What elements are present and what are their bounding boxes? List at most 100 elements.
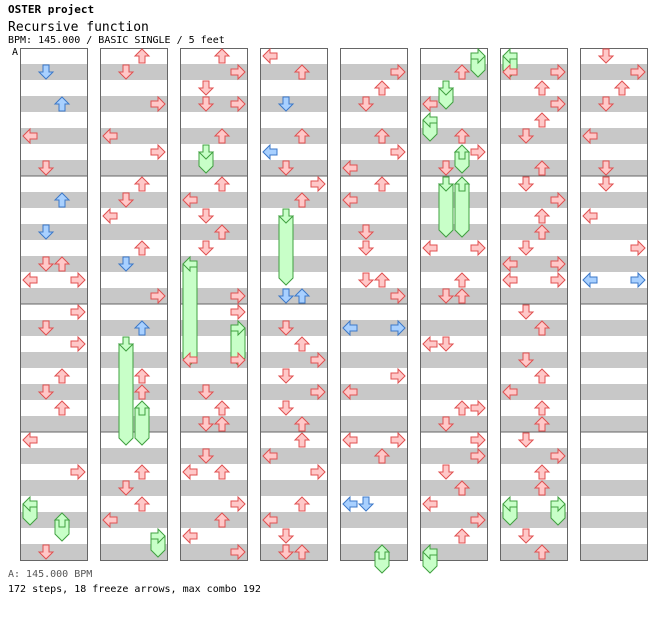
- step-arrow-up: [453, 176, 471, 192]
- step-arrow-down: [277, 208, 295, 224]
- step-arrow-up: [533, 368, 551, 384]
- step-arrow-up: [293, 416, 311, 432]
- project-name: OSTER project: [8, 3, 95, 16]
- beat-band: [180, 512, 248, 528]
- step-arrow-up: [53, 368, 71, 384]
- step-arrow-up: [453, 128, 471, 144]
- step-arrow-left: [502, 271, 518, 289]
- step-arrow-left: [582, 207, 598, 225]
- step-arrow-right: [550, 495, 566, 513]
- step-arrow-up: [533, 480, 551, 496]
- step-arrow-up: [533, 160, 551, 176]
- beat-band: [500, 256, 568, 272]
- step-arrow-up: [213, 464, 231, 480]
- beat-band: [340, 192, 408, 208]
- step-arrow-down: [437, 80, 455, 96]
- beat-band: [340, 352, 408, 368]
- beat-band: [580, 96, 648, 112]
- beat-band: [180, 192, 248, 208]
- step-arrow-right: [390, 367, 406, 385]
- step-arrow-left: [502, 63, 518, 81]
- beat-band: [340, 64, 408, 80]
- step-arrow-left: [22, 127, 38, 145]
- beat-band: [580, 512, 648, 528]
- step-arrow-down: [357, 272, 375, 288]
- beat-band: [260, 320, 328, 336]
- chart-stats: 172 steps, 18 freeze arrows, max combo 1…: [8, 584, 261, 595]
- step-arrow-right: [310, 383, 326, 401]
- beat-band: [100, 96, 168, 112]
- beat-band: [260, 288, 328, 304]
- step-arrow-up: [293, 544, 311, 560]
- step-arrow-left: [22, 271, 38, 289]
- beat-band: [340, 320, 408, 336]
- step-arrow-left: [262, 143, 278, 161]
- step-arrow-left: [182, 463, 198, 481]
- step-arrow-up: [133, 464, 151, 480]
- measure-column: [340, 48, 408, 561]
- beat-band: [420, 288, 488, 304]
- beat-band: [260, 416, 328, 432]
- step-arrow-left: [422, 239, 438, 257]
- beat-band: [340, 416, 408, 432]
- step-arrow-up: [293, 432, 311, 448]
- beat-band: [500, 192, 568, 208]
- step-arrow-left: [582, 127, 598, 145]
- step-arrow-up: [133, 400, 151, 416]
- beat-band: [100, 352, 168, 368]
- beat-band: [20, 224, 88, 240]
- measure-column: [20, 48, 88, 561]
- beat-band: [580, 64, 648, 80]
- beat-band: [420, 96, 488, 112]
- step-arrow-right: [390, 319, 406, 337]
- beat-band: [100, 192, 168, 208]
- beat-band: [100, 160, 168, 176]
- beat-band: [260, 96, 328, 112]
- step-arrow-up: [133, 368, 151, 384]
- step-arrow-up: [533, 464, 551, 480]
- bpm-legend: A: 145.000 BPM: [8, 569, 93, 580]
- beat-band: [260, 192, 328, 208]
- step-arrow-down: [117, 64, 135, 80]
- beat-band: [20, 384, 88, 400]
- step-arrow-down: [357, 496, 375, 512]
- step-arrow-up: [453, 288, 471, 304]
- freeze-arrow: [118, 343, 134, 446]
- step-arrow-right: [630, 271, 646, 289]
- beat-band: [100, 384, 168, 400]
- beat-band: [100, 128, 168, 144]
- beat-band: [180, 96, 248, 112]
- step-arrow-right: [550, 191, 566, 209]
- beat-band: [580, 352, 648, 368]
- beat-band: [340, 256, 408, 272]
- step-arrow-left: [422, 495, 438, 513]
- step-arrow-down: [197, 240, 215, 256]
- step-arrow-down: [37, 224, 55, 240]
- step-arrow-right: [390, 431, 406, 449]
- beat-band: [500, 352, 568, 368]
- freeze-arrow: [182, 263, 198, 366]
- step-arrow-up: [293, 336, 311, 352]
- step-arrow-up: [373, 272, 391, 288]
- step-arrow-down: [37, 256, 55, 272]
- step-arrow-down: [277, 320, 295, 336]
- beat-band: [20, 96, 88, 112]
- step-arrow-left: [422, 335, 438, 353]
- step-arrow-right: [150, 527, 166, 545]
- freeze-arrow: [278, 215, 294, 286]
- step-arrow-up: [453, 400, 471, 416]
- step-arrow-left: [182, 191, 198, 209]
- beat-band: [180, 416, 248, 432]
- step-arrow-left: [102, 207, 118, 225]
- beat-band: [100, 416, 168, 432]
- step-arrow-left: [502, 255, 518, 273]
- step-arrow-down: [597, 176, 615, 192]
- step-arrow-down: [37, 64, 55, 80]
- step-arrow-down: [197, 416, 215, 432]
- step-arrow-up: [533, 400, 551, 416]
- beat-band: [20, 448, 88, 464]
- step-arrow-right: [390, 287, 406, 305]
- beat-band: [340, 160, 408, 176]
- step-arrow-right: [230, 319, 246, 337]
- measure-column: [500, 48, 568, 561]
